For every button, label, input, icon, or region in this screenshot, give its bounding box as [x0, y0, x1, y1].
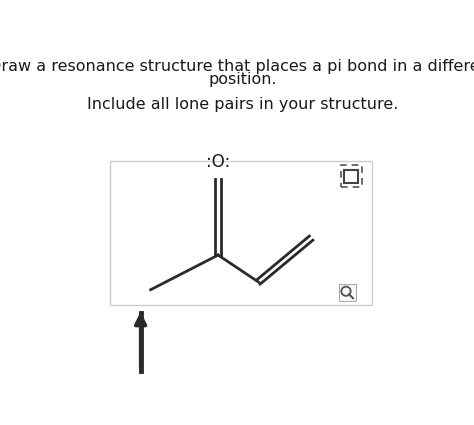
Bar	[344, 170, 357, 184]
Bar	[341, 165, 362, 187]
Text: Include all lone pairs in your structure.: Include all lone pairs in your structure…	[87, 97, 399, 112]
Text: :O:: :O:	[206, 153, 230, 171]
Bar	[339, 284, 356, 301]
Text: position.: position.	[209, 72, 277, 87]
Text: Draw a resonance structure that places a pi bond in a different: Draw a resonance structure that places a…	[0, 59, 474, 74]
Bar	[109, 161, 372, 305]
